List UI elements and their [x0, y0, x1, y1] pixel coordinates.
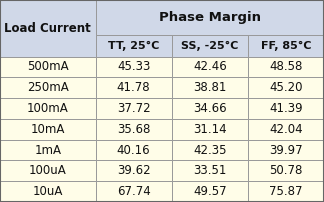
Bar: [96, 57, 172, 77]
Text: 67.74: 67.74: [117, 185, 151, 198]
Text: 40.16: 40.16: [117, 144, 150, 157]
Text: TT, 25°C: TT, 25°C: [108, 41, 159, 51]
Text: Load Current: Load Current: [5, 22, 91, 35]
Text: 38.81: 38.81: [193, 81, 226, 94]
Bar: [172, 77, 248, 98]
Text: 39.62: 39.62: [117, 164, 150, 177]
Text: 75.87: 75.87: [269, 185, 303, 198]
Text: 50.78: 50.78: [269, 164, 303, 177]
Bar: [96, 98, 172, 119]
Bar: [96, 140, 172, 160]
Bar: [248, 119, 324, 140]
Bar: [0, 57, 96, 77]
Text: 42.46: 42.46: [193, 60, 227, 74]
Bar: [96, 0, 324, 35]
Text: 10mA: 10mA: [30, 123, 65, 136]
Bar: [172, 181, 248, 202]
Bar: [248, 35, 324, 57]
Text: 33.51: 33.51: [193, 164, 226, 177]
Bar: [96, 181, 172, 202]
Text: 100mA: 100mA: [27, 102, 69, 115]
Bar: [248, 160, 324, 181]
Text: Phase Margin: Phase Margin: [159, 11, 261, 24]
Text: 10uA: 10uA: [33, 185, 63, 198]
Bar: [172, 57, 248, 77]
Text: 45.33: 45.33: [117, 60, 150, 74]
Text: 45.20: 45.20: [269, 81, 303, 94]
Text: 31.14: 31.14: [193, 123, 226, 136]
Text: 34.66: 34.66: [193, 102, 226, 115]
Bar: [248, 57, 324, 77]
Bar: [0, 181, 96, 202]
Bar: [96, 119, 172, 140]
Text: 35.68: 35.68: [117, 123, 150, 136]
Bar: [0, 0, 96, 57]
Text: FF, 85°C: FF, 85°C: [261, 41, 311, 51]
Bar: [248, 98, 324, 119]
Text: 37.72: 37.72: [117, 102, 150, 115]
Text: 100uA: 100uA: [29, 164, 67, 177]
Bar: [0, 77, 96, 98]
Text: 41.78: 41.78: [117, 81, 150, 94]
Bar: [248, 77, 324, 98]
Bar: [0, 140, 96, 160]
Bar: [172, 35, 248, 57]
Bar: [96, 77, 172, 98]
Text: 49.57: 49.57: [193, 185, 226, 198]
Bar: [172, 160, 248, 181]
Text: 42.04: 42.04: [269, 123, 303, 136]
Bar: [172, 119, 248, 140]
Text: 250mA: 250mA: [27, 81, 69, 94]
Text: SS, -25°C: SS, -25°C: [181, 41, 238, 51]
Text: 1mA: 1mA: [34, 144, 61, 157]
Text: 48.58: 48.58: [269, 60, 303, 74]
Bar: [172, 140, 248, 160]
Text: 42.35: 42.35: [193, 144, 226, 157]
Bar: [172, 98, 248, 119]
Bar: [0, 119, 96, 140]
Bar: [248, 181, 324, 202]
Bar: [96, 160, 172, 181]
Bar: [248, 140, 324, 160]
Bar: [96, 35, 172, 57]
Bar: [0, 160, 96, 181]
Text: 500mA: 500mA: [27, 60, 69, 74]
Text: 39.97: 39.97: [269, 144, 303, 157]
Bar: [0, 98, 96, 119]
Text: 41.39: 41.39: [269, 102, 303, 115]
